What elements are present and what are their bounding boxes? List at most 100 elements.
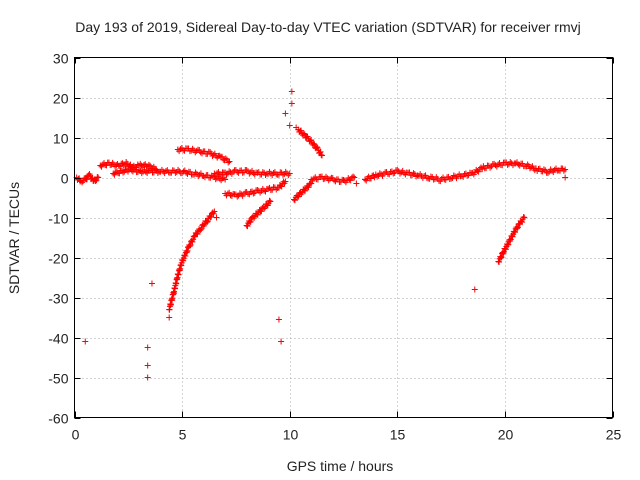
data-point xyxy=(191,233,198,240)
data-point xyxy=(371,174,378,181)
data-point xyxy=(148,280,155,287)
data-point xyxy=(278,183,285,190)
data-point xyxy=(504,161,511,168)
series-arc-4 xyxy=(174,145,233,166)
series-arc-3 xyxy=(110,164,229,184)
data-point xyxy=(144,362,151,369)
data-point xyxy=(544,170,551,177)
data-point xyxy=(154,170,161,177)
data-point xyxy=(350,173,357,180)
data-point xyxy=(351,174,358,181)
grid xyxy=(74,57,613,418)
data-point xyxy=(226,168,233,175)
x-tick-label: 15 xyxy=(390,427,406,443)
y-tick-label: -40 xyxy=(48,331,68,347)
y-tick-label: -20 xyxy=(48,251,68,267)
data-point xyxy=(190,236,197,243)
data-point xyxy=(305,184,312,191)
data-point xyxy=(197,226,204,233)
data-point xyxy=(427,173,434,180)
data-point xyxy=(475,168,482,175)
data-point xyxy=(391,169,398,176)
data-point xyxy=(308,176,315,183)
data-point xyxy=(521,214,528,221)
data-point xyxy=(278,338,285,345)
data-point xyxy=(227,192,234,199)
data-point xyxy=(180,168,187,175)
data-point xyxy=(562,166,569,173)
y-tick-label: 30 xyxy=(53,51,69,67)
data-point xyxy=(460,173,467,180)
data-point xyxy=(266,197,273,204)
data-point xyxy=(254,187,261,194)
data-point xyxy=(502,246,509,253)
data-point xyxy=(288,100,295,107)
data-point xyxy=(261,205,268,212)
data-point xyxy=(142,168,149,175)
data-point xyxy=(187,241,194,248)
data-point xyxy=(204,171,211,178)
data-point xyxy=(386,171,393,178)
series-arc-12 xyxy=(362,158,569,185)
data-point xyxy=(390,170,397,177)
data-point xyxy=(551,166,558,173)
data-point xyxy=(275,316,282,323)
series-arc-7 xyxy=(166,208,218,313)
data-point xyxy=(492,162,499,169)
y-axis-label: SDTVAR / TECUs xyxy=(6,182,22,294)
data-point xyxy=(560,167,567,174)
data-point xyxy=(406,169,413,176)
data-point xyxy=(208,213,215,220)
data-point xyxy=(499,162,506,169)
data-point xyxy=(183,249,190,256)
data-point xyxy=(509,233,516,240)
data-point xyxy=(254,211,261,218)
data-points xyxy=(73,88,569,381)
data-point xyxy=(219,175,226,182)
data-point xyxy=(347,177,354,184)
data-point xyxy=(144,374,151,381)
x-tick-label: 0 xyxy=(72,427,80,443)
y-tick-label: -10 xyxy=(48,211,68,227)
series-arc-10 xyxy=(291,180,315,204)
data-point xyxy=(196,171,203,178)
data-point xyxy=(422,172,429,179)
data-point xyxy=(120,169,127,176)
data-point xyxy=(259,169,266,176)
data-point xyxy=(166,314,173,321)
data-point xyxy=(314,176,321,183)
data-point xyxy=(512,229,519,236)
data-point xyxy=(327,175,334,182)
data-point xyxy=(536,165,543,172)
data-point xyxy=(204,219,211,226)
data-point xyxy=(450,172,457,179)
data-point xyxy=(190,233,197,240)
data-point xyxy=(286,170,293,177)
data-point xyxy=(145,161,152,168)
data-point xyxy=(308,136,315,143)
data-point xyxy=(92,177,99,184)
data-point xyxy=(398,169,405,176)
data-point xyxy=(291,197,298,204)
x-tick-label: 5 xyxy=(179,427,187,443)
data-point xyxy=(265,185,272,192)
data-point xyxy=(514,225,521,232)
data-point xyxy=(507,158,514,165)
data-point xyxy=(246,191,253,198)
data-point xyxy=(318,152,325,159)
data-point xyxy=(187,168,194,175)
plot-frame xyxy=(74,57,613,418)
data-point xyxy=(448,175,455,182)
data-point xyxy=(487,164,494,171)
series-arc-8 xyxy=(243,197,274,230)
y-tick-label: 10 xyxy=(53,131,69,147)
data-point xyxy=(461,171,468,178)
data-point xyxy=(515,161,522,168)
data-point xyxy=(144,344,151,351)
data-point xyxy=(394,167,401,174)
data-point xyxy=(548,167,555,174)
data-point xyxy=(234,193,241,200)
data-point xyxy=(192,169,199,176)
data-point xyxy=(442,176,449,183)
data-point xyxy=(374,173,381,180)
